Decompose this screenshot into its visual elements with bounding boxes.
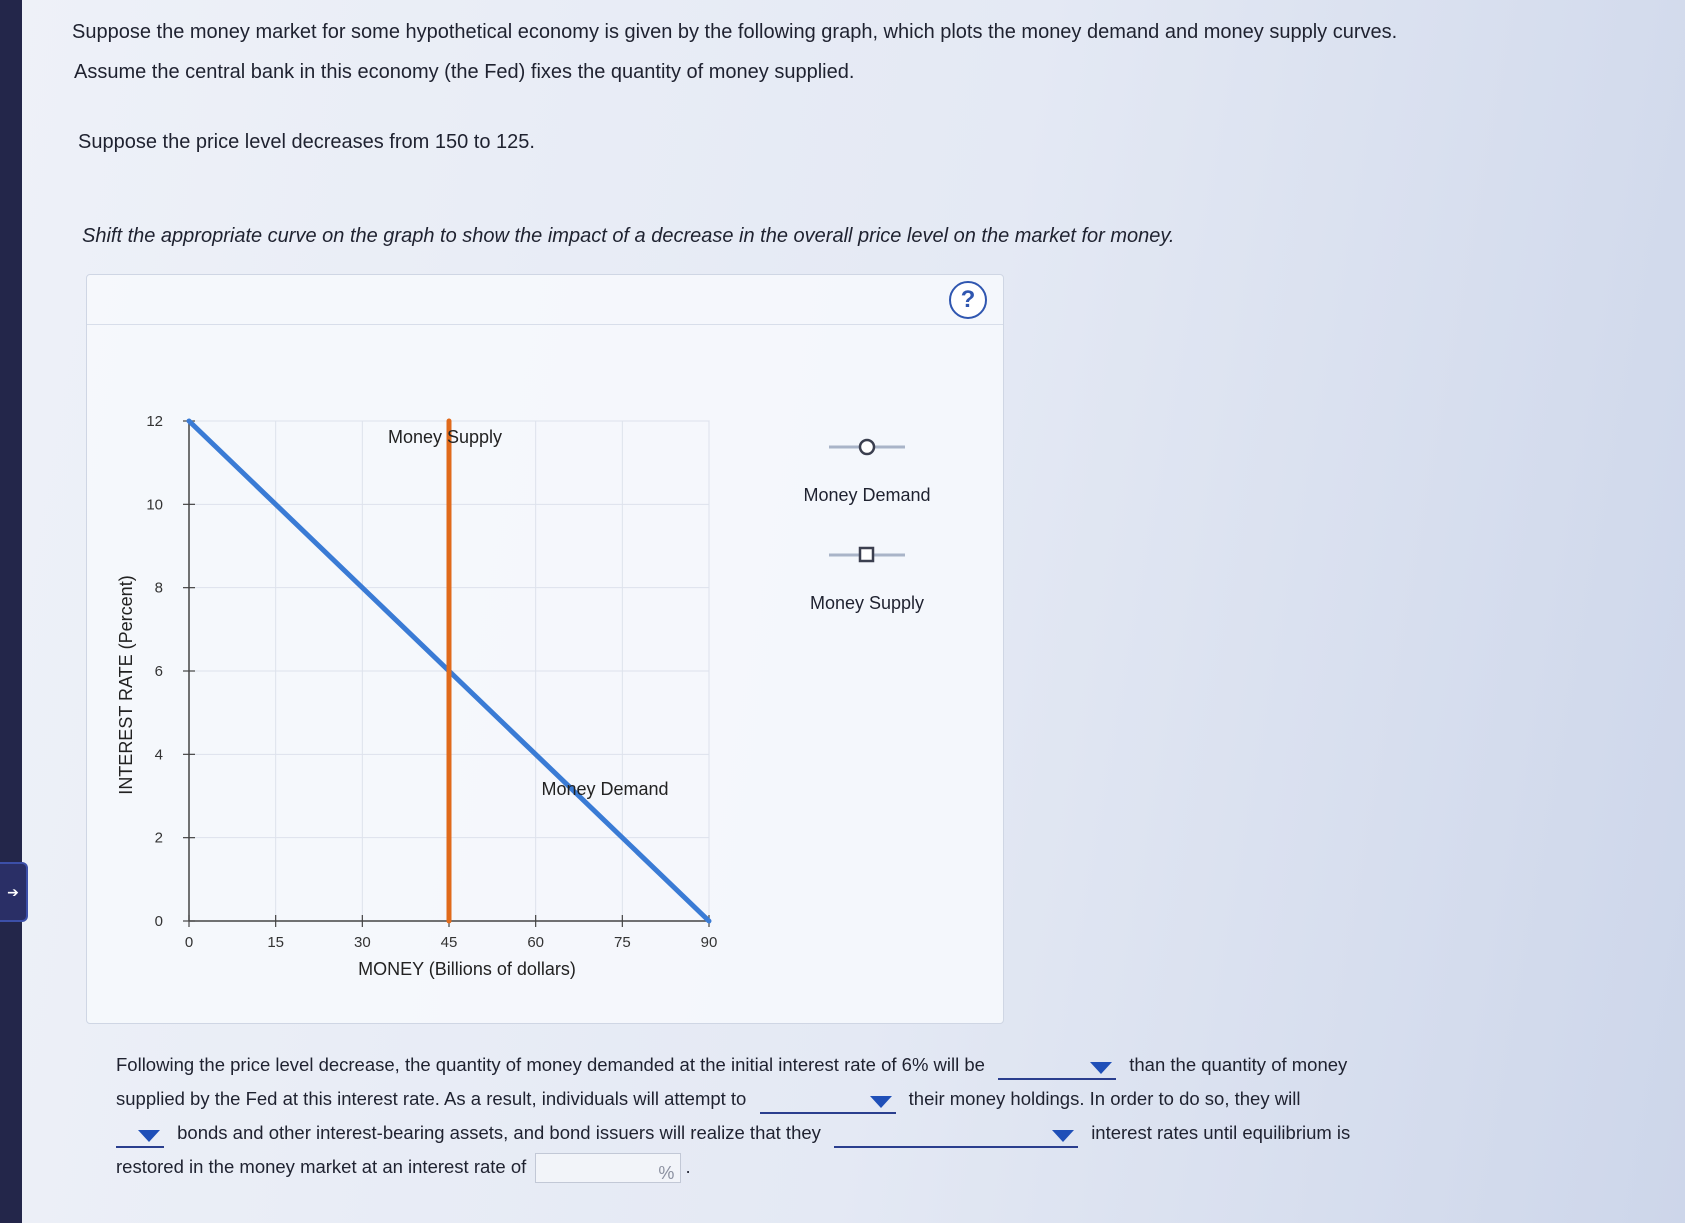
equilibrium-rate-input[interactable]: % xyxy=(535,1153,682,1184)
x-axis-label: MONEY (Billions of dollars) xyxy=(358,959,576,979)
y-tick-label: 4 xyxy=(155,746,163,763)
x-tick-label: 45 xyxy=(441,934,458,951)
answer-text-4: their money holdings. In order to do so,… xyxy=(908,1088,1301,1109)
dropdown-arrow-icon xyxy=(869,1096,892,1108)
y-tick-label: 8 xyxy=(155,580,163,597)
money-demand-curve-label: Money Demand xyxy=(541,779,668,799)
side-panel-tab[interactable]: ➔ xyxy=(0,862,28,922)
arrow-right-icon: ➔ xyxy=(7,883,19,900)
x-tick-label: 90 xyxy=(701,934,718,951)
dropdown-arrow-icon xyxy=(1090,1062,1113,1074)
chart-tick-labels: 0 15 30 45 60 75 90 0 2 4 6 8 10 12 xyxy=(146,413,717,951)
percent-symbol: % xyxy=(658,1163,675,1184)
dropdown-arrow-icon xyxy=(1052,1130,1075,1142)
answer-text-6: interest rates until equilibrium is xyxy=(1091,1122,1351,1143)
chart-axes xyxy=(183,420,710,927)
answer-line-2: supplied by the Fed at this interest rat… xyxy=(116,1084,1300,1114)
answer-text-7: restored in the money market at an inter… xyxy=(116,1156,527,1177)
holdings-action-dropdown[interactable] xyxy=(759,1090,896,1114)
y-tick-label: 10 xyxy=(146,496,163,513)
interest-rate-action-dropdown[interactable] xyxy=(834,1124,1079,1148)
answer-text-3: supplied by the Fed at this interest rat… xyxy=(116,1088,747,1109)
answer-line-4: restored in the money market at an inter… xyxy=(116,1152,691,1184)
y-axis-label: INTEREST RATE (Percent) xyxy=(116,575,136,794)
answer-line-1: Following the price level decrease, the … xyxy=(116,1050,1347,1080)
circle-marker-icon[interactable] xyxy=(827,435,907,459)
y-tick-label: 6 xyxy=(155,663,163,680)
instruction-text: Shift the appropriate curve on the graph… xyxy=(82,225,1175,247)
answer-text-1: Following the price level decrease, the … xyxy=(116,1054,985,1075)
answer-text-2: than the quantity of money xyxy=(1129,1054,1348,1075)
price-change-text: Suppose the price level decreases from 1… xyxy=(78,131,535,153)
x-tick-label: 30 xyxy=(354,934,371,951)
screen-bezel xyxy=(0,0,22,1223)
legend-money-demand-tool[interactable]: Money Demand xyxy=(767,435,967,506)
answer-line-3: bonds and other interest-bearing assets,… xyxy=(116,1118,1350,1148)
legend-money-supply-label: Money Supply xyxy=(809,593,925,613)
x-tick-label: 0 xyxy=(185,934,193,951)
question-text-line1: Suppose the money market for some hypoth… xyxy=(72,21,1398,43)
dropdown-arrow-icon xyxy=(138,1130,160,1142)
panel-header: ? xyxy=(87,275,1003,325)
bonds-action-dropdown[interactable] xyxy=(116,1124,164,1148)
y-tick-label: 12 xyxy=(146,413,163,430)
money-market-chart: 0 15 30 45 60 75 90 0 2 4 6 8 10 12 MONEY (Billions o… xyxy=(116,413,717,979)
legend-money-demand-label: Money Demand xyxy=(803,485,931,505)
answer-text-5: bonds and other interest-bearing assets,… xyxy=(177,1122,821,1143)
x-tick-label: 75 xyxy=(614,934,631,951)
legend-money-supply-tool[interactable]: Money Supply xyxy=(767,543,967,614)
y-tick-label: 2 xyxy=(155,830,163,847)
comparison-dropdown[interactable] xyxy=(998,1056,1117,1080)
question-text-line2: Assume the central bank in this economy … xyxy=(74,61,855,83)
answer-period: . xyxy=(685,1156,691,1177)
square-marker-icon[interactable] xyxy=(827,543,907,567)
graph-panel: ? 0 15 30 45 60 75 90 0 2 4 6 8 10 12 MONEY (Billions… xyxy=(86,274,1004,1024)
x-tick-label: 60 xyxy=(527,934,544,951)
money-supply-curve-label: Money Supply xyxy=(388,427,502,447)
x-tick-label: 15 xyxy=(267,934,284,951)
chart-series xyxy=(186,418,712,924)
y-tick-label: 0 xyxy=(155,913,163,930)
help-button[interactable]: ? xyxy=(949,281,987,319)
